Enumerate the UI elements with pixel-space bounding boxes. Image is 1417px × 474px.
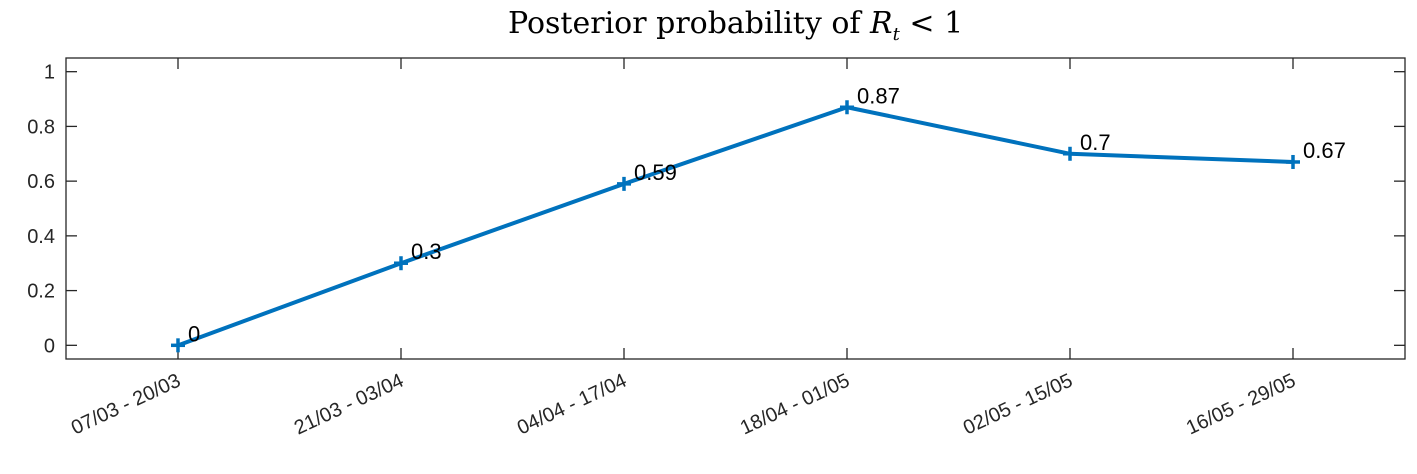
- x-tick-label: 21/03 - 03/04: [291, 370, 407, 440]
- x-tick-label: 02/05 - 15/05: [960, 370, 1076, 440]
- chart-title-text: Posterior probability of: [508, 6, 871, 41]
- plot-axes: 0 0.2 0.4 0.6 0.8 1 07/03 - 20/03 21/03 - 03/04…: [27, 57, 1406, 440]
- data-point-marker: [394, 256, 408, 271]
- data-label: 0.3: [411, 239, 442, 264]
- y-tick-label: 0: [44, 335, 55, 357]
- chart-title-suffix: < 1: [899, 6, 964, 41]
- plot-frame: [65, 57, 1406, 360]
- data-label: 0: [188, 321, 200, 346]
- x-tick-label: 04/04 - 17/04: [514, 370, 630, 440]
- series-line: [177, 105, 1294, 348]
- chart-title: Posterior probability of Rt < 1: [508, 6, 963, 45]
- y-tick-label: 0.6: [27, 171, 55, 193]
- chart-title-math-sub: t: [892, 24, 900, 45]
- data-point-marker: [840, 100, 854, 115]
- x-tick-label: 07/03 - 20/03: [68, 370, 184, 440]
- data-label: 0.67: [1303, 138, 1346, 163]
- data-point-marker: [171, 338, 185, 353]
- series-group: 0 0.3 0.59 0.87 0.7 0.67: [171, 83, 1346, 353]
- y-tick-label: 0.4: [27, 226, 55, 248]
- data-label: 0.87: [857, 83, 900, 108]
- data-point-marker: [1063, 146, 1077, 161]
- y-tick-label: 0.8: [27, 116, 55, 138]
- data-label: 0.7: [1080, 130, 1111, 155]
- y-tick-label: 0.2: [27, 281, 55, 303]
- y-tick-label: 1: [44, 62, 55, 84]
- x-tick-label: 18/04 - 01/05: [737, 370, 853, 440]
- chart-title-math: R: [870, 6, 893, 41]
- data-point-marker: [617, 176, 631, 191]
- data-point-marker: [1286, 154, 1300, 169]
- data-label: 0.59: [634, 160, 677, 185]
- x-tick-label: 16/05 - 29/05: [1183, 370, 1299, 440]
